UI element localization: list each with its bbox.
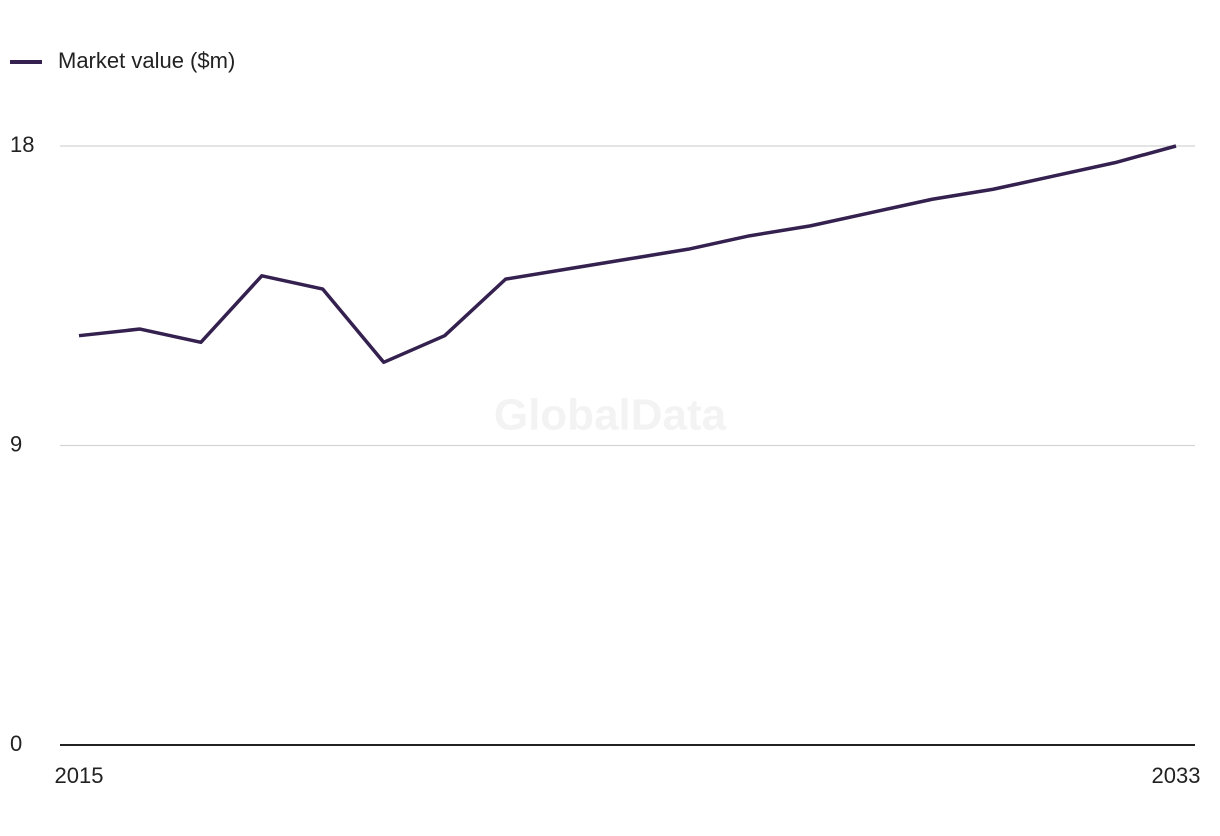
x-tick-label: 2033 xyxy=(1152,763,1201,788)
line xyxy=(78,144,1177,365)
y-tick-label: 9 xyxy=(10,431,22,456)
x-tick-label: 2015 xyxy=(55,763,104,788)
y-tick-label: 0 xyxy=(10,731,22,756)
legend-label: Market value ($m) xyxy=(58,48,235,73)
y-tick-label: 18 xyxy=(10,132,34,157)
watermark: GlobalData xyxy=(494,391,727,440)
